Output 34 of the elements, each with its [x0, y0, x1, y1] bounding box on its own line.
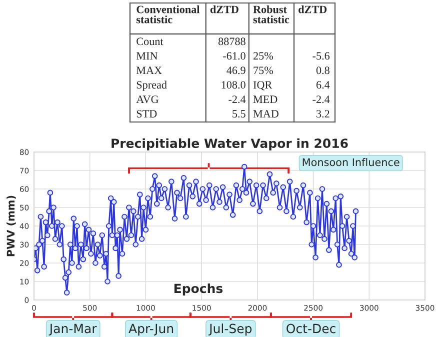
text: 46.9	[226, 66, 246, 74]
text: MED	[253, 96, 278, 103]
annotation: Monsoon Influence	[302, 158, 400, 166]
text: MAD	[253, 110, 278, 118]
text: Conventional statistic	[136, 5, 200, 24]
text: Count	[136, 38, 164, 46]
text: 3.2	[316, 110, 330, 118]
text: AVG	[136, 96, 158, 104]
text: Jul-Sep	[208, 324, 252, 336]
text: MAX	[136, 66, 162, 74]
text: Oct-Dec	[286, 324, 336, 334]
text: 75%	[254, 66, 273, 74]
text: STD	[136, 110, 157, 118]
text: -61.0	[223, 52, 246, 60]
y-axis-title: PWV (mm)	[6, 196, 16, 256]
text: IQR	[253, 81, 272, 90]
text: Spread	[136, 80, 167, 91]
text: Jan-Mar	[48, 324, 97, 336]
text: 6.4	[316, 81, 330, 89]
text: MIN	[136, 52, 158, 60]
text: 88788	[218, 38, 246, 46]
text: Robust statistic	[253, 5, 290, 24]
x-axis-title: Epochs	[174, 283, 223, 296]
text: dZTD	[210, 5, 238, 14]
text: Apr-Jun	[128, 324, 174, 336]
text: -5.6	[312, 52, 330, 60]
text: dZTD	[298, 5, 327, 14]
text: -2.4	[228, 96, 246, 104]
text: 5.5	[232, 110, 246, 118]
text: -2.4	[312, 96, 330, 104]
text: 0.8	[316, 66, 330, 74]
text: 108.0	[222, 81, 246, 89]
text: 25%	[253, 52, 273, 60]
chart-title: Precipitiable Water Vapor in 2016	[112, 138, 348, 150]
